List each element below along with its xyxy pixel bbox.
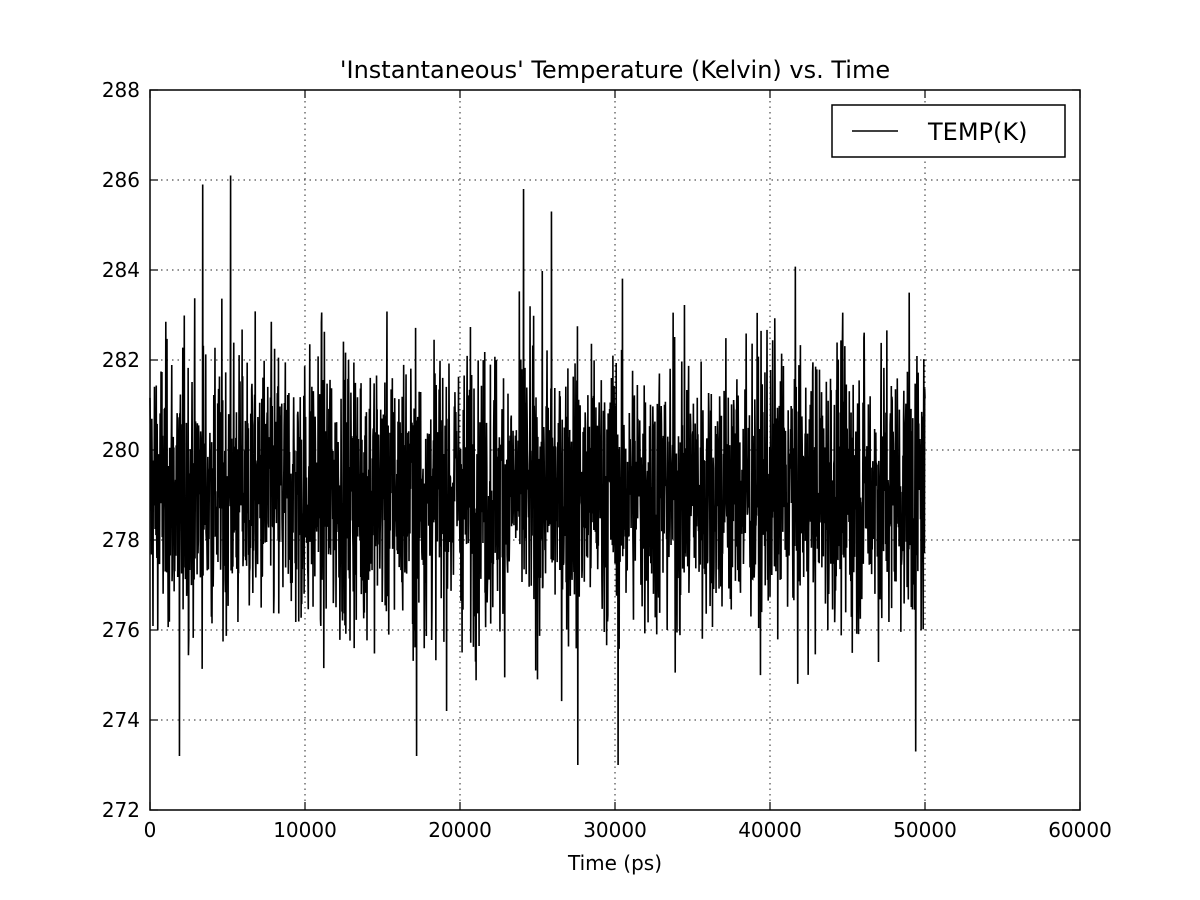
y-tick-label: 276 [102,618,140,642]
x-axis-label: Time (ps) [567,851,662,875]
x-tick-label: 50000 [893,818,957,842]
x-tick-label: 30000 [583,818,647,842]
chart-title: 'Instantaneous' Temperature (Kelvin) vs.… [340,56,890,84]
x-tick-label: 10000 [273,818,337,842]
series-layer [149,175,926,766]
legend-label-temp: TEMP(K) [927,118,1027,146]
x-tick-label: 0 [144,818,157,842]
series-line-temp [149,175,926,766]
y-tick-label: 278 [102,528,140,552]
x-tick-label: 20000 [428,818,492,842]
y-tick-label: 286 [102,168,140,192]
x-tick-label: 60000 [1048,818,1112,842]
y-tick-label: 282 [102,348,140,372]
y-tick-label: 280 [102,438,140,462]
legend: TEMP(K) [831,104,1066,158]
y-tick-label: 274 [102,708,140,732]
y-tick-label: 288 [102,78,140,102]
axis-ticks: 0 10000 20000 30000 40000 50000 60000 272 274 276… [102,78,1112,842]
y-tick-label: 284 [102,258,140,282]
y-tick-label: 272 [102,798,140,822]
x-tick-label: 40000 [738,818,802,842]
